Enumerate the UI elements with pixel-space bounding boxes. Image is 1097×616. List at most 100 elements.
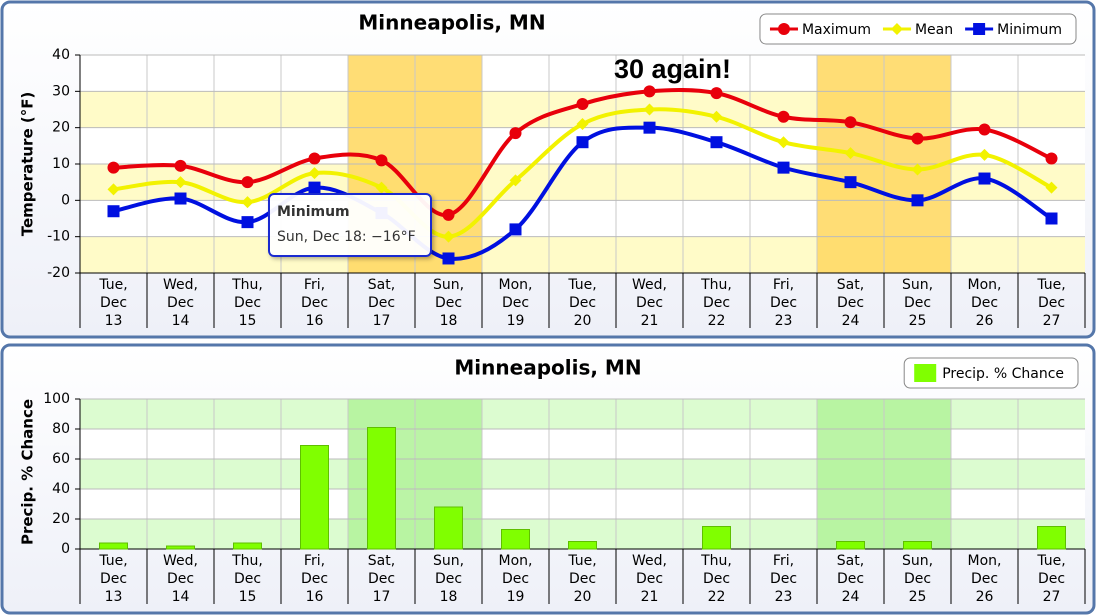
bar — [702, 526, 731, 550]
marker — [174, 159, 187, 172]
bar — [434, 506, 463, 550]
x-tick-label: Thu, Dec 22 — [701, 277, 732, 329]
x-tick-label: Mon, Dec 26 — [967, 553, 1002, 605]
marker — [777, 161, 790, 174]
x-tick-label: Sat, Dec 17 — [367, 277, 396, 329]
y-tick-label: 20 — [52, 511, 70, 527]
legend-label: Mean — [915, 22, 953, 38]
marker — [174, 176, 187, 189]
y-tick-label: 30 — [52, 83, 70, 99]
y-tick-label: 40 — [52, 47, 70, 63]
marker — [890, 23, 903, 35]
x-tick-label: Mon, Dec 26 — [967, 277, 1002, 329]
marker — [1045, 212, 1058, 225]
annotation: 30 again! — [614, 54, 732, 84]
legend-box — [759, 13, 1077, 45]
marker — [576, 136, 589, 149]
marker — [107, 183, 120, 196]
legend-item: Mean — [882, 22, 953, 38]
bar — [99, 542, 128, 550]
marker — [710, 136, 723, 149]
y-tick-label: 20 — [52, 120, 70, 136]
marker — [241, 176, 254, 189]
marker — [844, 176, 857, 189]
x-tick-label: Sun, Dec 18 — [432, 553, 465, 605]
y-tick-label: 0 — [61, 192, 70, 208]
x-tick-label: Fri, Dec 16 — [300, 277, 329, 329]
x-tick-label: Wed, Dec 21 — [632, 553, 667, 605]
marker — [375, 181, 388, 194]
marker — [978, 172, 991, 185]
marker — [710, 87, 723, 100]
series-line — [113, 87, 1053, 217]
x-tick-label: Sat, Dec 24 — [836, 553, 865, 605]
legend: Maximum Mean Minimum — [759, 13, 1077, 45]
marker — [973, 23, 986, 35]
marker — [308, 181, 321, 194]
marker — [643, 103, 656, 116]
marker — [576, 98, 589, 111]
chart-title: Minneapolis, MN — [358, 11, 545, 35]
x-tick-label: Wed, Dec 14 — [163, 553, 198, 605]
y-axis-label: Temperature (°F) — [19, 92, 37, 237]
y-tick-label: -20 — [47, 265, 70, 281]
y-tick-label: 0 — [61, 541, 70, 557]
legend: Precip. % Chance — [903, 357, 1079, 389]
marker — [107, 161, 120, 174]
bar — [903, 541, 932, 550]
marker — [911, 163, 924, 176]
marker — [643, 85, 656, 98]
marker — [643, 121, 656, 134]
marker — [107, 205, 120, 218]
x-tick-label: Sun, Dec 25 — [901, 277, 934, 329]
tooltip-title: Minimum — [277, 204, 350, 220]
x-tick-label: Mon, Dec 19 — [498, 277, 533, 329]
x-tick-label: Thu, Dec 15 — [232, 553, 263, 605]
x-tick-label: Thu, Dec 22 — [701, 553, 732, 605]
marker — [844, 147, 857, 160]
marker — [308, 152, 321, 165]
x-tick-label: Thu, Dec 15 — [232, 277, 263, 329]
x-tick-label: Sun, Dec 25 — [901, 553, 934, 605]
legend-box — [903, 357, 1079, 389]
x-tick-label: Fri, Dec 23 — [769, 277, 798, 329]
x-tick-label: Tue, Dec 27 — [1037, 277, 1066, 329]
x-tick-label: Sat, Dec 17 — [367, 553, 396, 605]
x-tick-label: Mon, Dec 19 — [498, 553, 533, 605]
chart-title: Minneapolis, MN — [454, 356, 641, 380]
bar — [1037, 526, 1066, 550]
bar — [233, 542, 262, 550]
marker — [777, 23, 790, 35]
bar — [836, 541, 865, 550]
x-tick-label: Sun, Dec 18 — [432, 277, 465, 329]
tooltip: Minimum Sun, Dec 18: −16°F — [268, 193, 432, 257]
y-tick-label: 40 — [52, 481, 70, 497]
marker — [1045, 152, 1058, 165]
marker — [442, 252, 455, 265]
marker — [1045, 181, 1058, 194]
marker — [911, 194, 924, 207]
marker — [576, 118, 589, 131]
marker — [978, 148, 991, 161]
y-tick-label: 100 — [43, 391, 70, 407]
marker — [308, 167, 321, 180]
bar — [166, 545, 195, 550]
marker — [911, 132, 924, 145]
legend-swatch — [914, 364, 937, 382]
x-tick-label: Wed, Dec 14 — [163, 277, 198, 329]
bar — [568, 541, 597, 550]
x-tick-label: Sat, Dec 24 — [836, 277, 865, 329]
x-tick-label: Tue, Dec 20 — [568, 553, 597, 605]
x-tick-label: Tue, Dec 13 — [99, 553, 128, 605]
legend-item: Precip. % Chance — [914, 364, 1064, 382]
marker — [442, 230, 455, 243]
marker — [442, 208, 455, 221]
bar — [300, 445, 329, 550]
x-tick-label: Tue, Dec 27 — [1037, 553, 1066, 605]
tooltip-text: Sun, Dec 18: −16°F — [277, 229, 416, 245]
marker — [777, 110, 790, 123]
x-tick-label: Fri, Dec 16 — [300, 553, 329, 605]
y-tick-label: -10 — [47, 229, 70, 245]
marker — [509, 223, 522, 236]
